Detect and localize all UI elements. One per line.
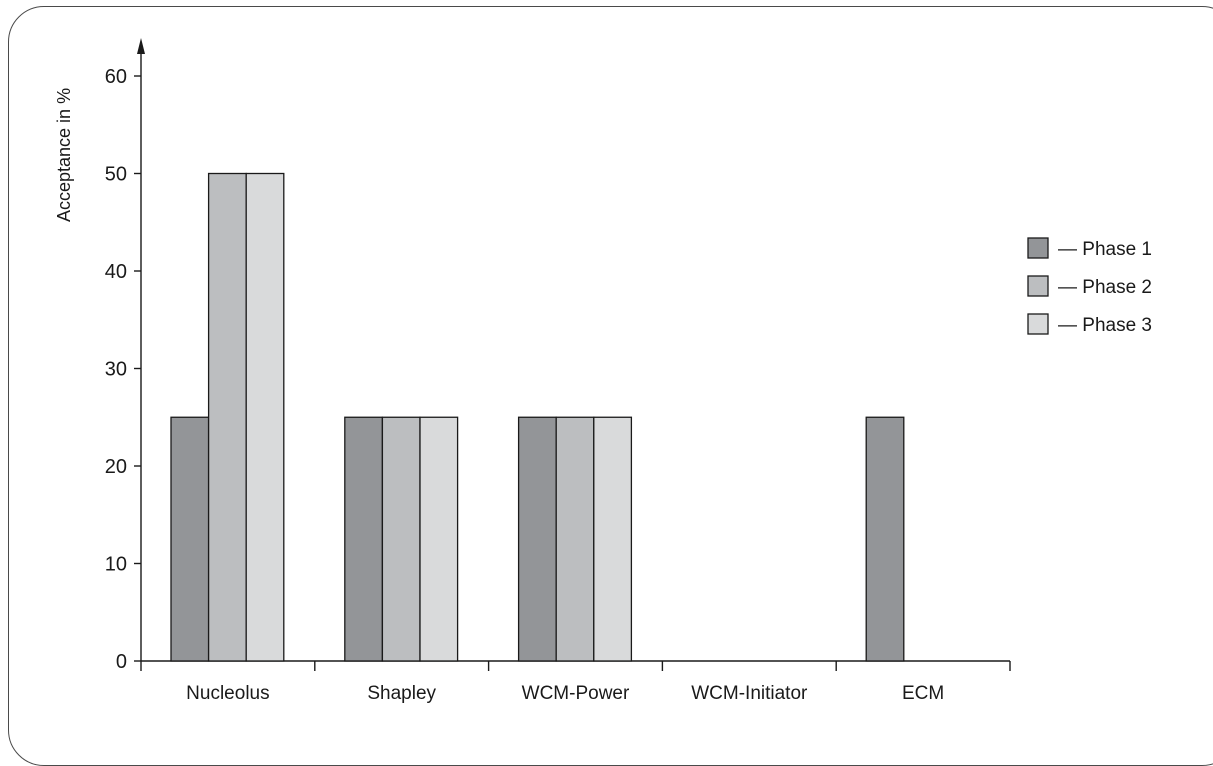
bar-phase-2 [207, 172, 247, 662]
y-tick-label: 40 [105, 261, 127, 283]
bar-phase-2 [381, 416, 421, 662]
bar-phase-3 [419, 416, 459, 662]
bars [170, 172, 905, 662]
x-tick-label: ECM [902, 683, 944, 704]
x-axis: Nucleolus Shapley WCM-Power WCM-Initiator EC… [140, 660, 1011, 704]
bar-chart: 0 10 20 30 40 50 60 Nucleolus Shapley WCM-Power W… [54, 38, 1152, 704]
y-tick-label: 20 [105, 456, 127, 478]
legend-swatch [1027, 237, 1049, 259]
bar-phase-1 [517, 416, 557, 662]
legend: — Phase 1 — Phase 2 — Phase 3 [1027, 237, 1152, 336]
y-tick-label: 10 [105, 554, 127, 576]
y-tick-label: 0 [116, 651, 127, 673]
y-tick-label: 50 [105, 164, 127, 186]
bar-phase-2 [555, 416, 595, 662]
bar-phase-3 [593, 416, 633, 662]
legend-label: — Phase 2 [1058, 277, 1152, 298]
y-axis-label: Acceptance in % [54, 88, 74, 222]
y-axis-arrow [137, 38, 145, 54]
x-tick-label: WCM-Initiator [691, 683, 808, 704]
x-tick-label: WCM-Power [522, 683, 630, 704]
legend-swatch [1027, 275, 1049, 297]
bar-phase-1 [865, 416, 905, 662]
x-tick-label: Nucleolus [186, 683, 269, 704]
legend-label: — Phase 3 [1058, 315, 1152, 336]
y-tick-label: 60 [105, 66, 127, 88]
legend-swatch [1027, 313, 1049, 335]
legend-label: — Phase 1 [1058, 239, 1152, 260]
bar-phase-3 [245, 172, 285, 662]
bar-phase-1 [344, 416, 384, 662]
y-tick-label: 30 [105, 359, 127, 381]
bar-phase-1 [170, 416, 210, 662]
y-axis: 0 10 20 30 40 50 60 [105, 38, 145, 673]
x-tick-label: Shapley [367, 683, 436, 704]
